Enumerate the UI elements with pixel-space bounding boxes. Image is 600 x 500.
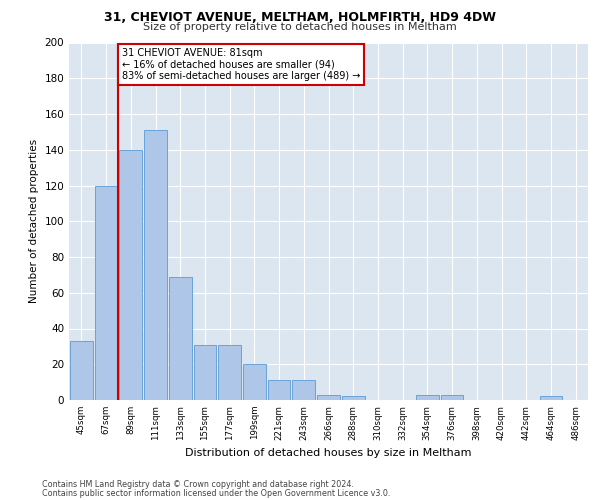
Bar	[539, 396, 562, 400]
Y-axis label: Number of detached properties: Number of detached properties	[29, 139, 39, 304]
Bar	[317, 394, 340, 400]
Bar	[292, 380, 315, 400]
Text: Size of property relative to detached houses in Meltham: Size of property relative to detached ho…	[143, 22, 457, 32]
Bar	[268, 380, 290, 400]
Bar	[119, 150, 142, 400]
Bar	[243, 364, 266, 400]
Bar	[416, 394, 439, 400]
Text: Contains public sector information licensed under the Open Government Licence v3: Contains public sector information licen…	[42, 488, 391, 498]
Text: Contains HM Land Registry data © Crown copyright and database right 2024.: Contains HM Land Registry data © Crown c…	[42, 480, 354, 489]
Bar	[144, 130, 167, 400]
Bar	[70, 341, 93, 400]
Text: 31 CHEVIOT AVENUE: 81sqm
← 16% of detached houses are smaller (94)
83% of semi-d: 31 CHEVIOT AVENUE: 81sqm ← 16% of detach…	[122, 48, 361, 81]
X-axis label: Distribution of detached houses by size in Meltham: Distribution of detached houses by size …	[185, 448, 472, 458]
Bar	[169, 276, 191, 400]
Bar	[95, 186, 118, 400]
Text: 31, CHEVIOT AVENUE, MELTHAM, HOLMFIRTH, HD9 4DW: 31, CHEVIOT AVENUE, MELTHAM, HOLMFIRTH, …	[104, 11, 496, 24]
Bar	[194, 344, 216, 400]
Bar	[342, 396, 365, 400]
Bar	[218, 344, 241, 400]
Bar	[441, 394, 463, 400]
